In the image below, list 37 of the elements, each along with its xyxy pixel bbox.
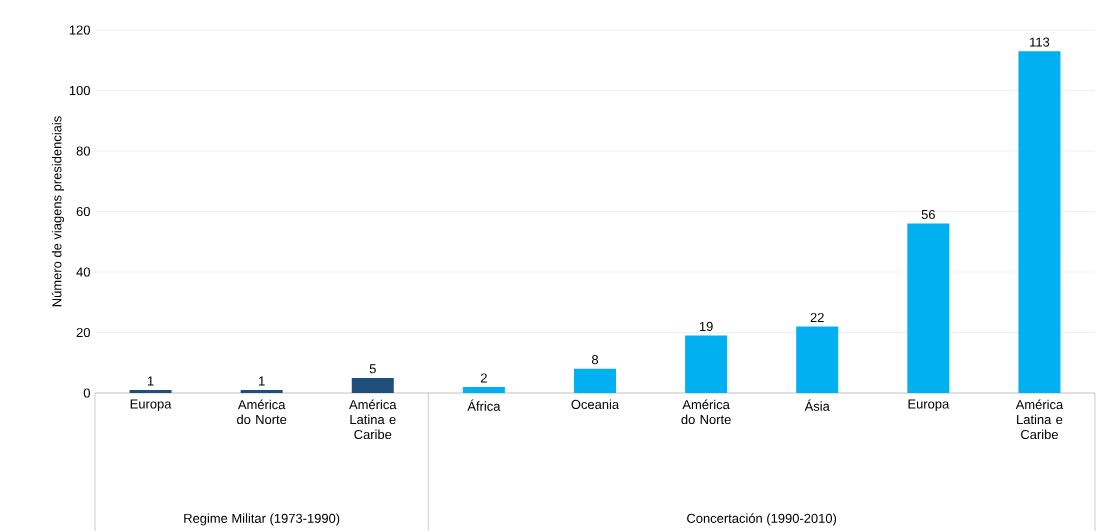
bar bbox=[574, 368, 616, 393]
data-label: 8 bbox=[591, 355, 599, 365]
y-tick-label: 80 bbox=[76, 146, 90, 156]
y-tick-label: 120 bbox=[69, 25, 90, 35]
data-label: 56 bbox=[921, 209, 935, 220]
bar bbox=[462, 386, 505, 393]
x-tick-label: América do Norte bbox=[681, 399, 731, 425]
text: Regime Militar (1973-1990) bbox=[184, 513, 340, 526]
y-tick-label: 60 bbox=[76, 206, 90, 217]
bar bbox=[240, 389, 283, 393]
bar bbox=[907, 223, 950, 393]
x-tick-label: Europa bbox=[908, 399, 950, 412]
y-tick-label: 100 bbox=[69, 85, 90, 96]
x-tick-label: América Latina e Caribe bbox=[349, 399, 397, 440]
data-label: 1 bbox=[259, 376, 265, 386]
x-tick-label: África bbox=[467, 399, 501, 411]
x-tick-label: América Latina e Caribe bbox=[1015, 399, 1064, 440]
bar bbox=[1018, 51, 1061, 393]
y-tick-label: 0 bbox=[83, 388, 90, 398]
bar bbox=[351, 377, 394, 393]
data-label: 113 bbox=[1030, 37, 1050, 47]
data-label: 22 bbox=[810, 312, 824, 322]
x-tick-label: Ásia bbox=[804, 399, 830, 411]
bar bbox=[796, 326, 839, 393]
data-label: 1 bbox=[147, 376, 154, 386]
x-tick-label: Oceania bbox=[571, 399, 620, 410]
y-tick-label: 20 bbox=[76, 327, 90, 338]
y-axis-title: Número de viagens presidenciais bbox=[51, 116, 65, 307]
y-tick-label: 40 bbox=[76, 267, 90, 277]
bar bbox=[129, 389, 172, 393]
x-tick-label: América do Norte bbox=[237, 399, 287, 425]
data-label: 2 bbox=[480, 373, 487, 383]
data-label: 5 bbox=[369, 364, 376, 374]
bar bbox=[685, 335, 728, 393]
text: Concertación (1990-2010) bbox=[687, 513, 837, 526]
data-label: 19 bbox=[699, 321, 713, 332]
x-tick-label: Europa bbox=[130, 399, 172, 412]
